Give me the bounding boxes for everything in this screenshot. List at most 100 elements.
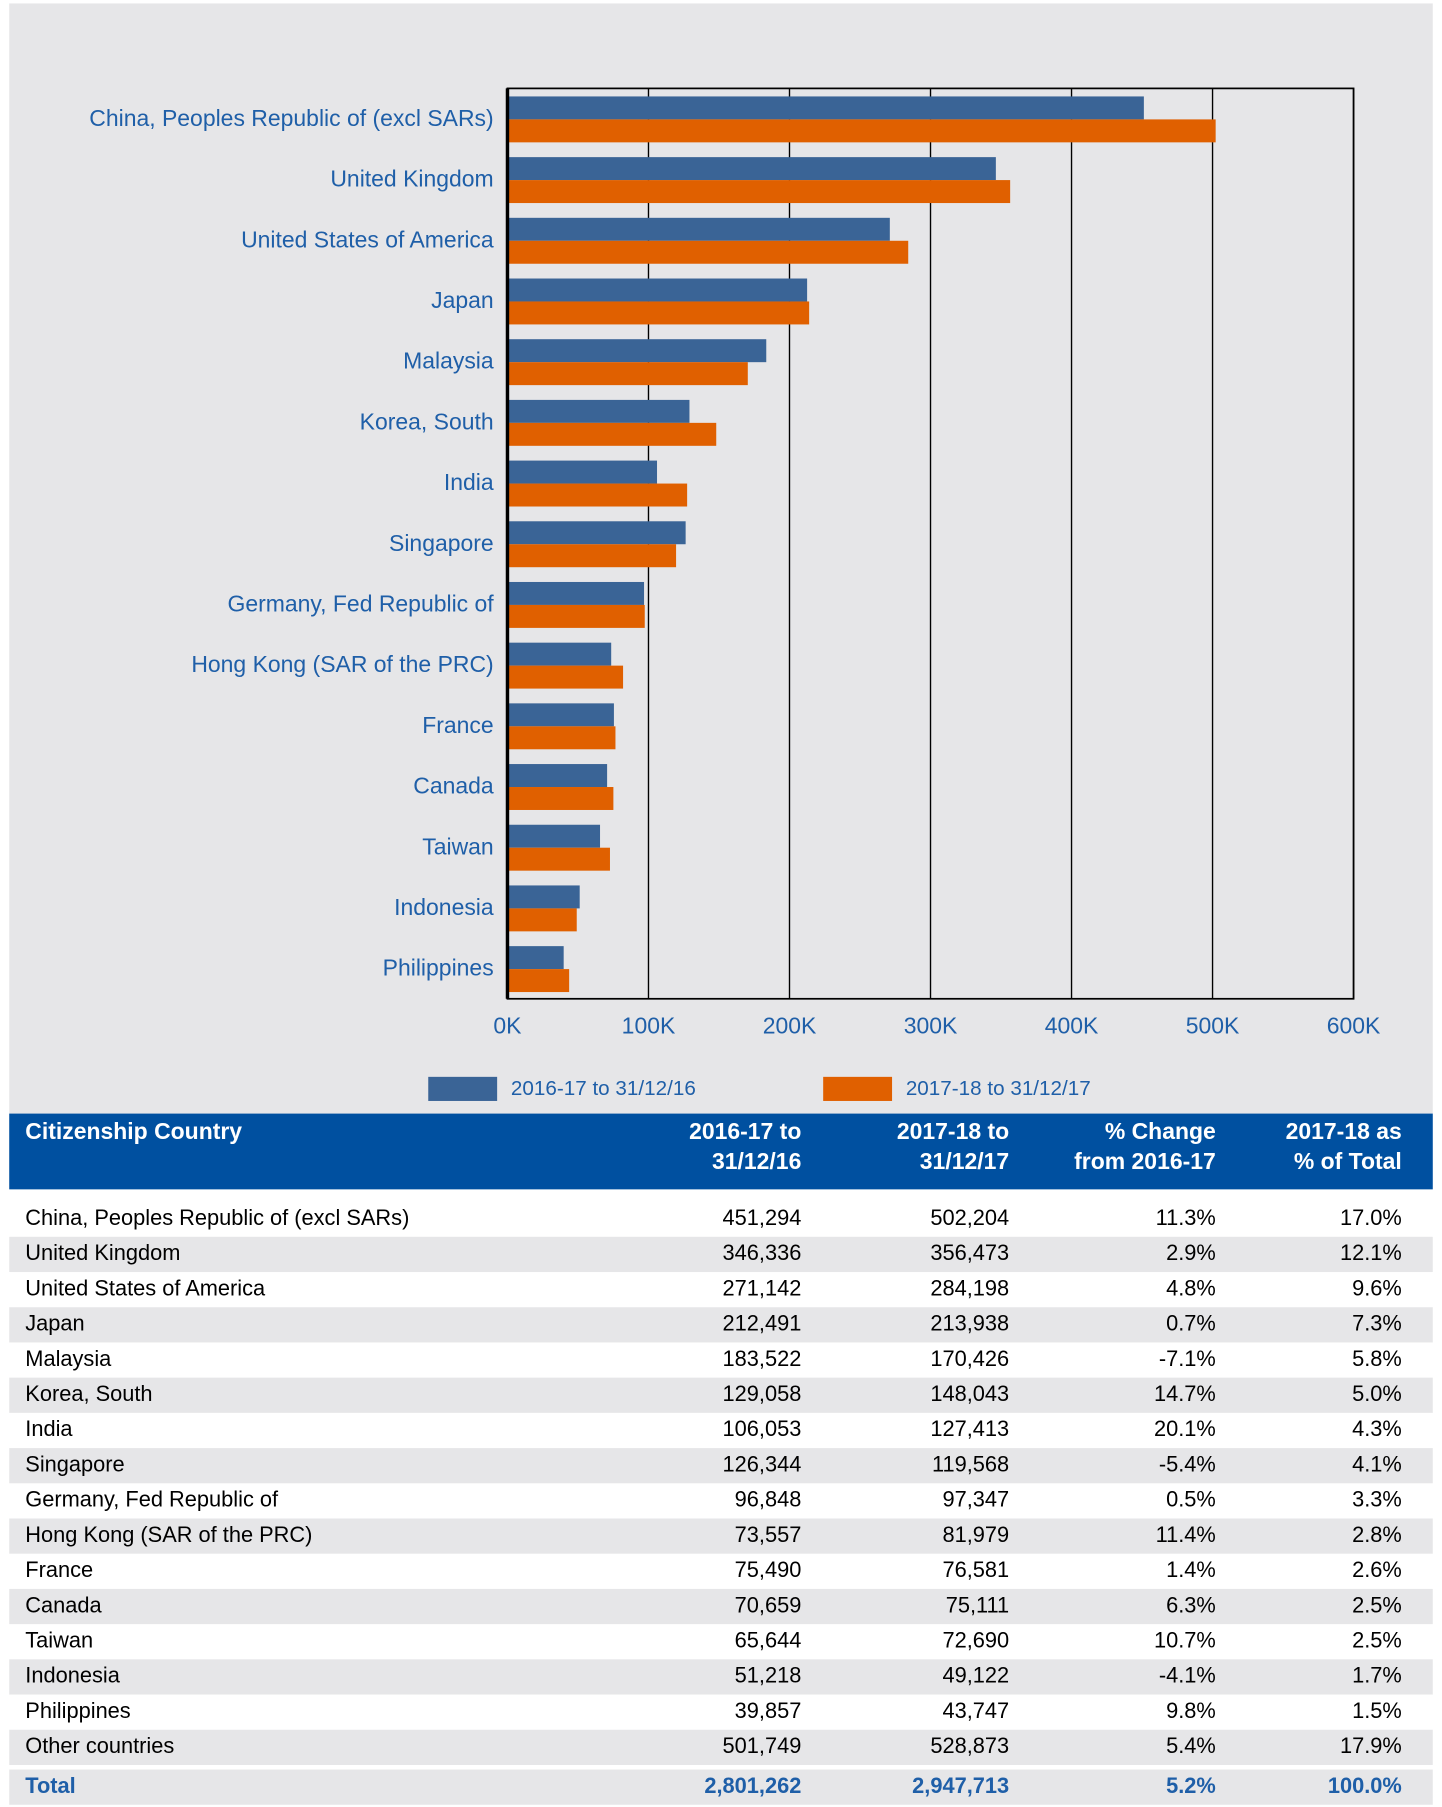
table-total-cell: 5.2% (1166, 1773, 1216, 1798)
table-cell: 65,644 (735, 1627, 802, 1652)
bar (507, 422, 717, 446)
table-cell: 17.0% (1340, 1205, 1402, 1230)
table-cell: 72,690 (942, 1627, 1009, 1652)
table-cell: 170,426 (930, 1346, 1009, 1371)
table-cell: Indonesia (25, 1663, 120, 1688)
y-tick-label: Philippines (383, 955, 494, 981)
bar (507, 339, 767, 363)
table-cell: 213,938 (930, 1311, 1009, 1336)
table-header: 2016-17 to (689, 1118, 801, 1144)
table-cell: Malaysia (25, 1346, 112, 1371)
table-header: Citizenship Country (25, 1118, 242, 1144)
table-cell: India (25, 1416, 73, 1441)
table-cell: 1.7% (1352, 1663, 1402, 1688)
bar (507, 483, 688, 507)
x-tick-label: 300K (904, 1013, 958, 1039)
table-cell: France (25, 1557, 93, 1582)
table-cell: 528,873 (930, 1733, 1009, 1758)
y-tick-label: United Kingdom (330, 166, 493, 192)
table-cell: Other countries (25, 1733, 174, 1758)
table-cell: 148,043 (930, 1381, 1009, 1406)
y-tick-label: Japan (431, 287, 494, 313)
table-total-cell: 100.0% (1328, 1773, 1402, 1798)
x-tick-label: 100K (622, 1013, 676, 1039)
bar (507, 703, 614, 727)
table-cell: 11.4% (1156, 1522, 1216, 1547)
table-cell: -5.4% (1159, 1451, 1216, 1476)
table-cell: 127,413 (930, 1416, 1009, 1441)
table-total-cell: 2,947,713 (912, 1773, 1009, 1798)
bar (507, 278, 808, 302)
table-cell: 2.6% (1352, 1557, 1402, 1582)
bar (507, 301, 810, 325)
y-tick-label: Hong Kong (SAR of the PRC) (191, 651, 493, 677)
table-cell: 75,111 (946, 1592, 1009, 1617)
table-cell: 106,053 (723, 1416, 802, 1441)
table-cell: Philippines (25, 1698, 131, 1723)
table-cell: Japan (25, 1311, 84, 1336)
bar (507, 180, 1011, 204)
table-cell: 49,122 (942, 1663, 1009, 1688)
table-cell: 5.4% (1166, 1733, 1216, 1758)
bar (507, 581, 645, 605)
table-cell: 284,198 (930, 1275, 1009, 1300)
bar (507, 824, 601, 848)
table-cell: 0.5% (1166, 1487, 1216, 1512)
bar (507, 764, 608, 788)
table-row-background (9, 1588, 1433, 1625)
table-row-background (9, 1307, 1433, 1343)
bar (507, 787, 614, 810)
table-row-background (9, 1518, 1433, 1554)
table-header: from 2016-17 (1074, 1148, 1216, 1174)
legend-label: 2017-18 to 31/12/17 (906, 1077, 1091, 1100)
table-cell: 12.1% (1340, 1240, 1402, 1265)
table-cell: 346,336 (723, 1240, 802, 1265)
table-cell: 9.8% (1166, 1698, 1216, 1723)
table-cell: Taiwan (25, 1627, 93, 1652)
table-cell: 183,522 (723, 1346, 802, 1371)
table-cell: 73,557 (735, 1522, 802, 1547)
y-tick-label: United States of America (241, 226, 494, 252)
table-row-background (9, 1236, 1433, 1273)
table-header: % of Total (1294, 1148, 1402, 1174)
table-cell: 2.8% (1352, 1522, 1402, 1547)
bar (507, 521, 686, 545)
y-tick-label: Singapore (389, 530, 494, 556)
table-cell: 70,659 (735, 1592, 802, 1617)
table-cell: 5.8% (1352, 1346, 1402, 1371)
table-header: 2017-18 as (1286, 1118, 1402, 1144)
bar (507, 240, 909, 264)
y-tick-label: India (444, 469, 494, 495)
table-cell: 2.5% (1352, 1592, 1402, 1617)
table-cell: 81,979 (942, 1522, 1009, 1547)
table-cell: 76,581 (942, 1557, 1009, 1582)
table-cell: 4.8% (1166, 1275, 1216, 1300)
x-tick-label: 200K (763, 1013, 817, 1039)
bar (507, 969, 570, 993)
table-cell: 212,491 (723, 1311, 802, 1336)
legend-swatch (428, 1076, 498, 1101)
table-cell: 43,747 (942, 1698, 1009, 1723)
table-cell: 20.1% (1154, 1416, 1216, 1441)
table-total-cell: 2,801,262 (704, 1773, 801, 1798)
table-cell: 501,749 (723, 1733, 802, 1758)
table-cell: 2.5% (1352, 1627, 1402, 1652)
y-tick-label: Korea, South (360, 408, 494, 434)
table-row-background (9, 1769, 1433, 1805)
x-tick-label: 600K (1327, 1013, 1381, 1039)
table-header: % Change (1105, 1118, 1216, 1144)
x-tick-label: 400K (1045, 1013, 1099, 1039)
bar (507, 604, 645, 628)
table-cell: 129,058 (723, 1381, 802, 1406)
bar (507, 217, 890, 241)
table-row-background (9, 1448, 1433, 1484)
table-cell: 3.3% (1352, 1487, 1402, 1512)
bar (507, 642, 612, 666)
table-cell: 271,142 (723, 1275, 802, 1300)
table-header: 31/12/16 (712, 1148, 801, 1174)
table-header-background (9, 1113, 1433, 1190)
table-row-background (9, 1659, 1433, 1695)
table-cell: 1.4% (1166, 1557, 1216, 1582)
bar (507, 460, 658, 484)
table-row-background (9, 1729, 1433, 1765)
